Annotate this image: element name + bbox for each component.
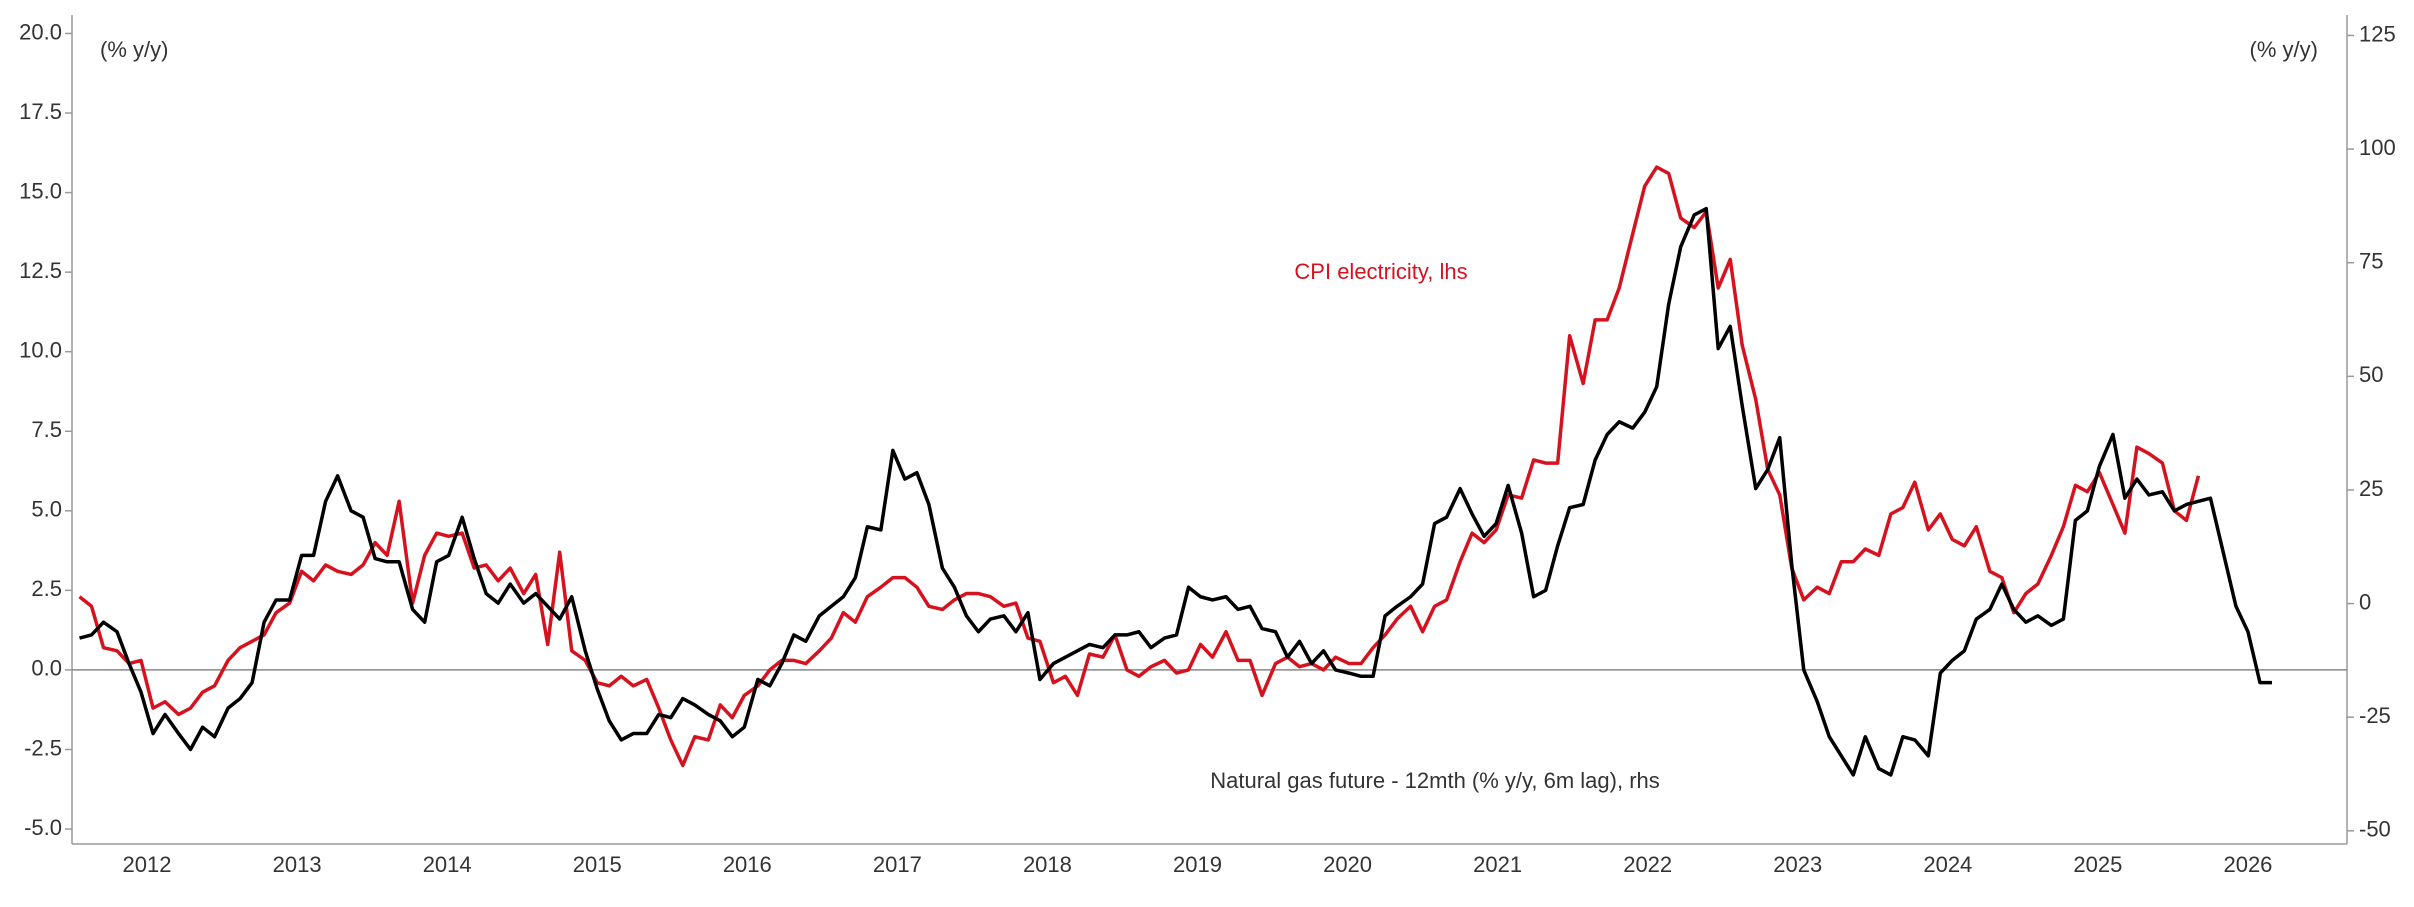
x-tick-label: 2015 <box>573 852 622 877</box>
y2-tick-label: 125 <box>2359 21 2396 46</box>
y-tick-label: -2.5 <box>24 735 62 760</box>
x-tick-label: 2014 <box>423 852 472 877</box>
y-tick-label: 17.5 <box>19 99 62 124</box>
x-tick-label: 2018 <box>1023 852 1072 877</box>
y2-tick-label: -25 <box>2359 703 2391 728</box>
y-tick-label: 2.5 <box>31 576 62 601</box>
x-tick-label: 2017 <box>873 852 922 877</box>
y-tick-label: 10.0 <box>19 338 62 363</box>
x-tick-label: 2025 <box>2073 852 2122 877</box>
x-tick-label: 2016 <box>723 852 772 877</box>
x-tick-label: 2022 <box>1623 852 1672 877</box>
x-tick-label: 2024 <box>1923 852 1972 877</box>
y2-axis-label: (% y/y) <box>2250 37 2318 62</box>
y-tick-label: 20.0 <box>19 19 62 44</box>
x-tick-label: 2021 <box>1473 852 1522 877</box>
series-line <box>78 165 2201 768</box>
x-tick-label: 2012 <box>123 852 172 877</box>
y2-tick-label: 100 <box>2359 135 2396 160</box>
y-tick-label: 0.0 <box>31 656 62 681</box>
x-tick-label: 2020 <box>1323 852 1372 877</box>
y-axis-label: (% y/y) <box>100 37 168 62</box>
x-tick-label: 2023 <box>1773 852 1822 877</box>
x-tick-label: 2013 <box>273 852 322 877</box>
series-line <box>79 206 2272 777</box>
series-label: Natural gas future - 12mth (% y/y, 6m la… <box>1210 768 1660 793</box>
y-tick-label: 5.0 <box>31 497 62 522</box>
series-label: CPI electricity, lhs <box>1294 259 1467 284</box>
y2-tick-label: 0 <box>2359 589 2371 614</box>
y-tick-label: 7.5 <box>31 417 62 442</box>
x-tick-label: 2019 <box>1173 852 1222 877</box>
y2-tick-label: 25 <box>2359 476 2383 501</box>
y-tick-label: 15.0 <box>19 178 62 203</box>
y2-tick-label: -50 <box>2359 817 2391 842</box>
y-tick-label: -5.0 <box>24 815 62 840</box>
y-tick-label: 12.5 <box>19 258 62 283</box>
x-tick-label: 2026 <box>2223 852 2272 877</box>
y2-tick-label: 50 <box>2359 362 2383 387</box>
y2-tick-label: 75 <box>2359 249 2383 274</box>
